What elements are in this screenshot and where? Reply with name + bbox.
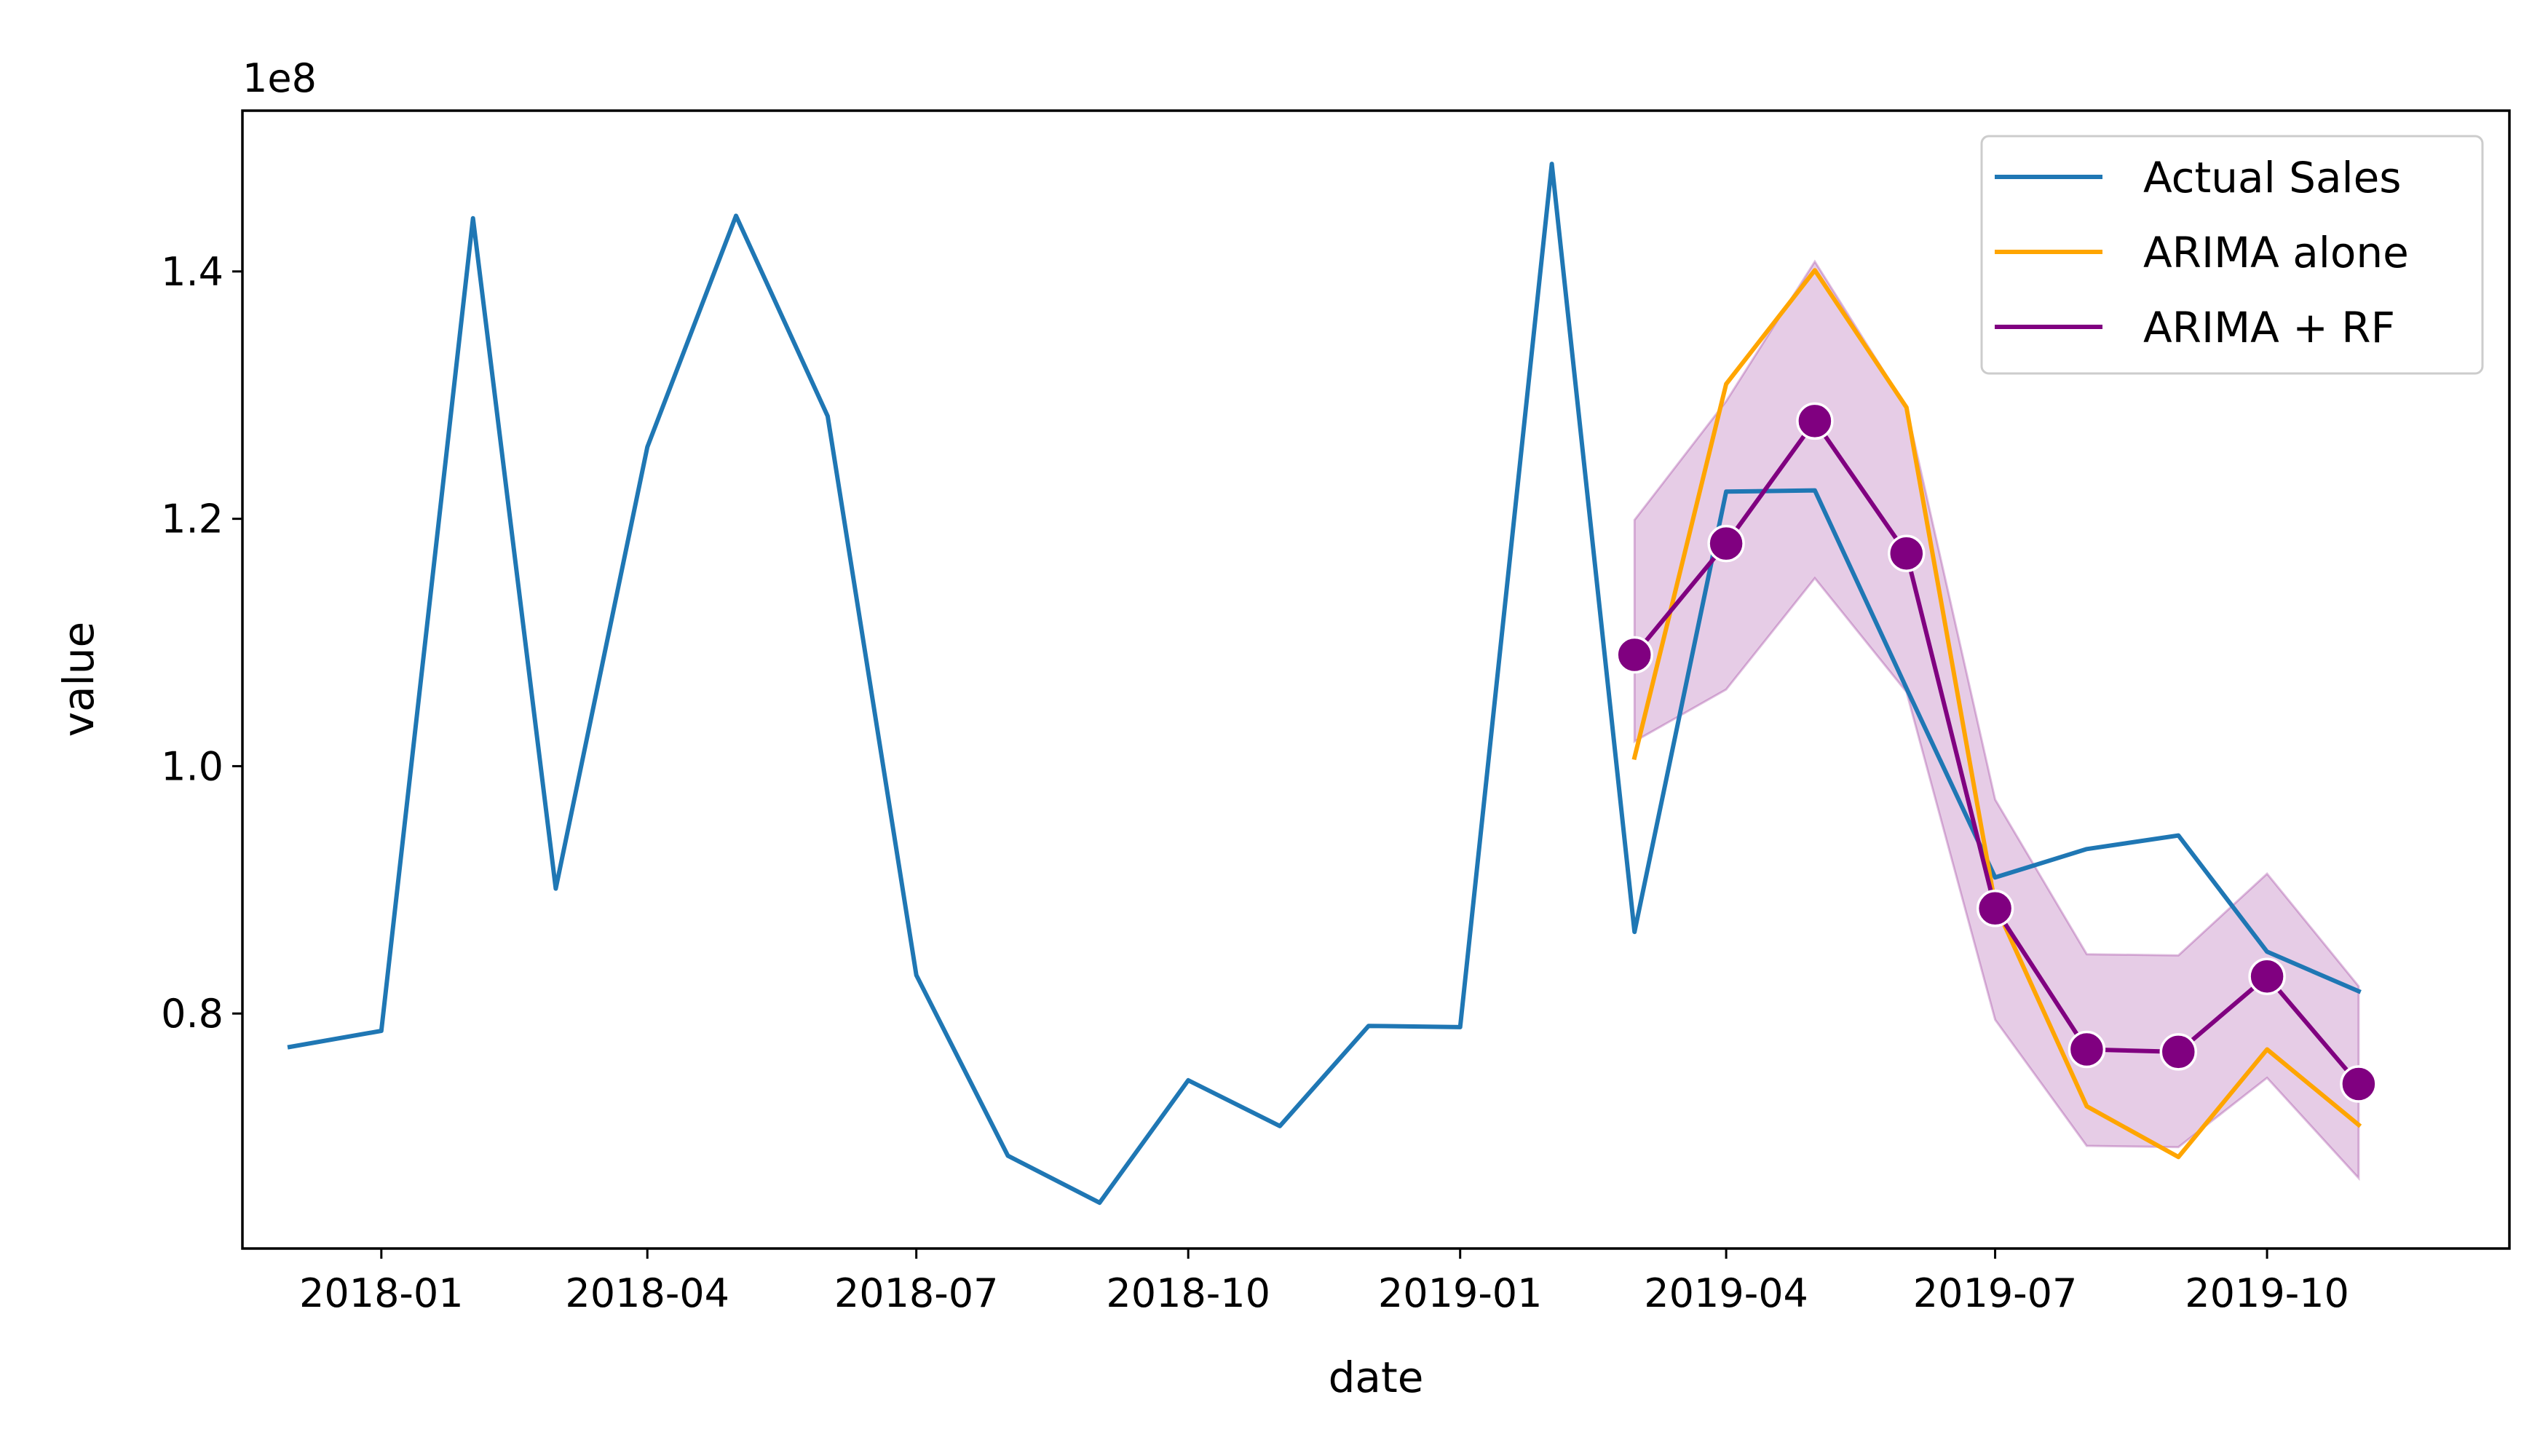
data-point-arima-rf: [1707, 524, 1745, 563]
data-point-arima-rf: [2248, 957, 2286, 995]
x-tick-label: 2019-04: [1644, 1270, 1808, 1316]
x-tick-label: 2018-04: [565, 1270, 729, 1316]
y-tick-label: 1.2: [161, 496, 223, 542]
x-axis: 2018-01 2018-04 2018-07 2018-10 2019-01 2019-…: [299, 1249, 2349, 1316]
y-tick-label: 1.4: [161, 249, 223, 295]
y-scale-label: 1e8: [242, 55, 317, 101]
data-point-arima-rf: [2068, 1030, 2106, 1069]
legend: Actual Sales ARIMA alone ARIMA + RF: [1980, 135, 2484, 375]
x-tick-label: 2019-01: [1378, 1270, 1543, 1316]
legend-items: Actual Sales ARIMA alone ARIMA + RF: [1995, 153, 2409, 352]
data-point-arima-rf: [1976, 890, 2014, 927]
marker-layer: [1615, 402, 2378, 1103]
x-tick-label: 2018-07: [834, 1270, 999, 1316]
x-tick-label: 2018-10: [1106, 1270, 1270, 1316]
y-axis-label: value: [54, 622, 103, 737]
legend-box: [1980, 135, 2484, 375]
x-tick-label: 2019-07: [1913, 1270, 2078, 1316]
data-point-arima-rf: [1888, 534, 1926, 572]
x-tick-label: 2019-10: [2185, 1270, 2349, 1316]
y-tick-label: 1.0: [161, 743, 223, 789]
data-point-arima-rf: [1615, 636, 1653, 674]
plot-frame: [241, 109, 2511, 1250]
series-line-actual-sales: [287, 162, 2362, 1206]
legend-label-actual-sales: Actual Sales: [2143, 153, 2402, 202]
x-tick-label: 2018-01: [299, 1270, 464, 1316]
y-tick-label: 0.8: [161, 991, 223, 1037]
data-point-arima-rf: [2159, 1033, 2198, 1071]
x-axis-label: date: [1329, 1353, 1424, 1402]
legend-label-arima-alone: ARIMA alone: [2143, 228, 2409, 277]
y-axis: 0.8 1.0 1.2 1.4: [161, 249, 242, 1037]
legend-label-arima-rf: ARIMA + RF: [2143, 303, 2395, 352]
data-point-arima-rf: [1796, 402, 1834, 440]
data-point-arima-rf: [2340, 1065, 2378, 1103]
